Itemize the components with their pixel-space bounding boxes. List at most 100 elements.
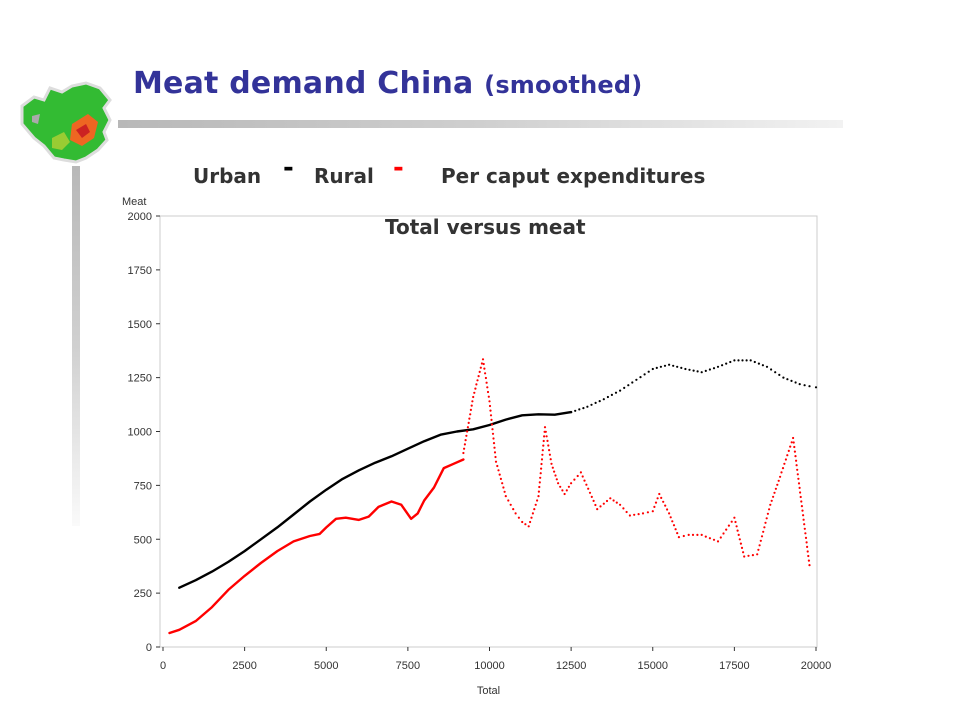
series-urban-point [782, 376, 785, 379]
series-urban-point [729, 360, 732, 364]
series-rural-point [486, 390, 490, 394]
series-urban-point [708, 368, 712, 371]
series-rural-point [756, 553, 759, 556]
series-rural-point [766, 512, 770, 515]
series-rural-point [557, 482, 560, 485]
series-rural-point [501, 482, 504, 485]
series-rural-point [514, 512, 517, 515]
series-rural-point [793, 450, 797, 453]
series-rural-point [612, 499, 615, 502]
series-rural-point [722, 532, 725, 535]
series-urban-point [680, 366, 683, 369]
series-rural-point [674, 528, 677, 531]
series-rural-point [533, 508, 536, 511]
series-rural-point [781, 467, 785, 470]
series-urban-point [651, 367, 654, 371]
series-urban-point [643, 373, 646, 376]
chart-title: Total versus meat [385, 215, 586, 239]
series-rural-point [765, 517, 768, 520]
series-rural-point [480, 362, 483, 365]
series-urban-point [659, 365, 663, 368]
title-underline-bar [118, 120, 843, 128]
series-rural-point [554, 474, 557, 477]
series-rural-point [476, 379, 479, 382]
series-urban-point [602, 398, 605, 401]
series-urban-point [578, 408, 581, 411]
series-rural-point [672, 524, 676, 527]
series-urban-point [574, 409, 577, 412]
series-rural-point [473, 391, 476, 394]
series-rural-point [763, 526, 766, 529]
series-rural-point [540, 462, 543, 466]
series-rural-point [780, 471, 783, 474]
x-tick-label: 20000 [801, 660, 832, 672]
series-rural-point [734, 520, 737, 524]
series-rural-point [806, 550, 809, 553]
series-rural-point [463, 447, 466, 450]
series-rural-point [762, 530, 765, 533]
series-rural-point [794, 455, 797, 458]
series-urban-point [749, 359, 752, 362]
x-tick-label: 17500 [719, 660, 750, 672]
series-rural-point [502, 486, 505, 489]
series-rural-point [790, 441, 793, 444]
series-rural-point [653, 505, 656, 508]
series-rural-point [581, 475, 584, 478]
series-urban-point [586, 405, 589, 408]
series-rural-point [777, 479, 780, 482]
series-rural-point [664, 504, 667, 507]
series-rural-point [469, 413, 472, 416]
series-urban-line [178, 410, 573, 589]
series-urban-point [770, 368, 773, 371]
series-rural-point [491, 432, 495, 435]
series-rural-point [498, 473, 501, 476]
series-rural-point [795, 464, 798, 467]
legend-urban-swatch: - [283, 153, 294, 183]
series-rural-point [585, 483, 588, 486]
series-rural-point [596, 508, 599, 511]
series-rural-point [700, 533, 703, 536]
series-rural-point [735, 525, 738, 528]
series-rural-point [466, 430, 469, 433]
series-rural-point [719, 536, 722, 539]
series-rural-point [773, 491, 776, 494]
series-rural-point [493, 446, 496, 449]
series-rural-point [474, 387, 477, 390]
series-rural-point [797, 477, 800, 480]
series-urban-point [765, 365, 769, 368]
series-rural-point [806, 545, 809, 548]
series-rural-point [764, 521, 767, 524]
series-rural-point [602, 502, 605, 505]
series-rural-point [769, 503, 772, 506]
series-rural-point [534, 503, 537, 506]
series-rural-point [641, 512, 645, 515]
series-rural-point [494, 460, 498, 463]
series-rural-point [539, 472, 542, 475]
series-rural-point [622, 507, 625, 510]
series-rural-point [802, 518, 805, 521]
series-urban-point [803, 384, 806, 387]
series-rural-point [669, 516, 672, 519]
series-rural-point [803, 527, 806, 530]
series-rural-point [799, 495, 802, 499]
series-rural-point [676, 532, 679, 535]
series-urban-point [590, 403, 593, 406]
y-axis-label: Meat [122, 196, 146, 208]
series-rural-point [489, 414, 493, 417]
series-rural-point [559, 485, 562, 488]
x-tick-label: 5000 [314, 660, 338, 672]
series-urban-point [627, 384, 630, 387]
series-rural-point [462, 451, 465, 455]
series-rural-point [565, 489, 568, 492]
series-rural-point [543, 435, 546, 438]
series-rural-point [772, 495, 775, 498]
series-rural-point [646, 511, 650, 514]
legend-rural-swatch: - [393, 153, 404, 183]
y-tick-label: 1250 [128, 373, 152, 385]
series-rural-point [758, 544, 761, 547]
series-rural-point [493, 451, 497, 454]
series-rural-point [740, 546, 744, 549]
series-rural-point [543, 426, 547, 429]
series-rural-point [496, 464, 499, 468]
